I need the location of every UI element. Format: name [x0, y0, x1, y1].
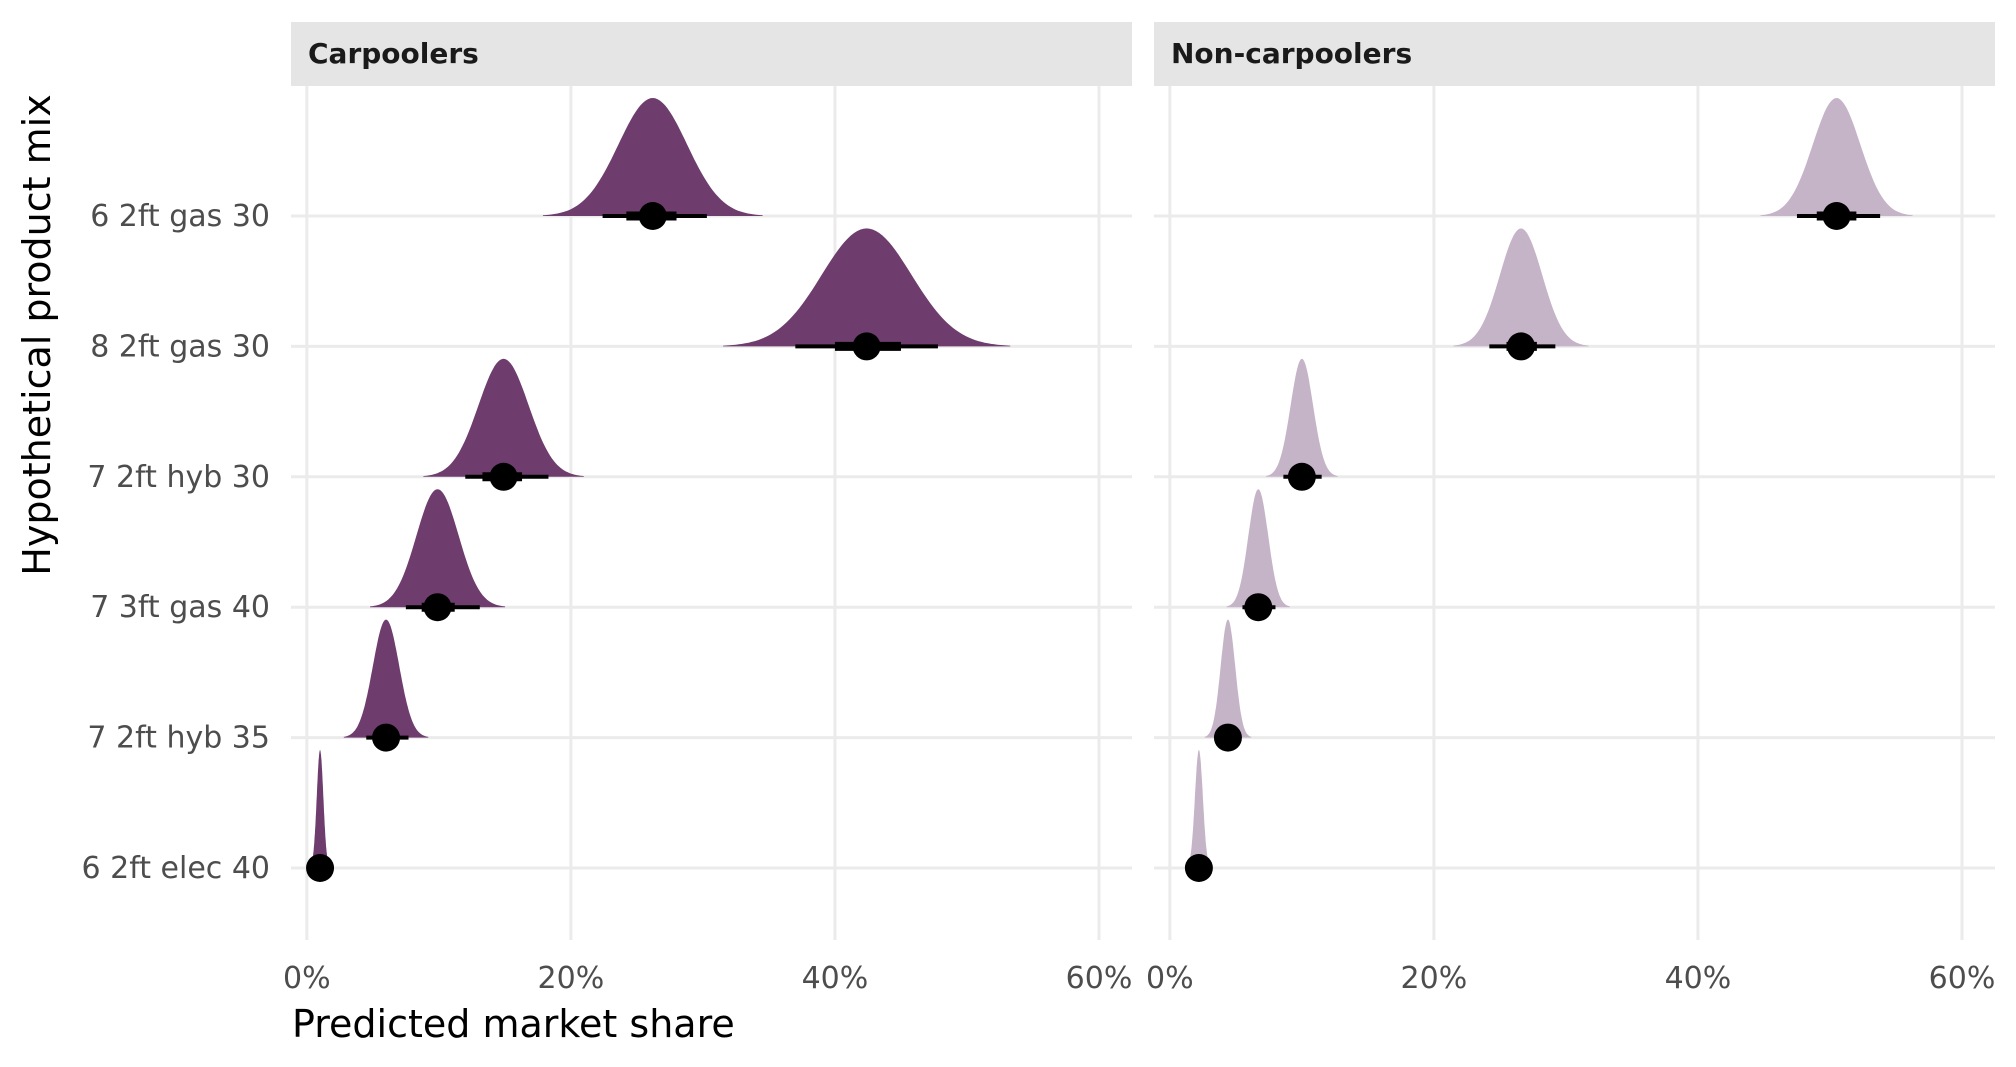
- strip-non-carpoolers: [1154, 22, 1995, 86]
- y-tick-label: 7 2ft hyb 30: [87, 460, 270, 495]
- density-6-2ft-gas-30: [542, 98, 763, 216]
- point-8-2ft-gas-30: [1507, 332, 1536, 361]
- density-7-2ft-hyb-35: [1204, 619, 1252, 738]
- panel-non-carpoolers: Non-carpoolers 0% 20% 40% 60%: [1146, 22, 1995, 996]
- point-7-3ft-gas-40: [423, 593, 452, 622]
- x-tick-label: 40%: [1665, 961, 1732, 996]
- y-axis-title: Hypothetical product mix: [15, 94, 59, 575]
- point-7-3ft-gas-40: [1244, 593, 1273, 622]
- density-6-2ft-elec-40: [309, 750, 331, 868]
- y-axis-tick-labels: 6 2ft gas 30 8 2ft gas 30 7 2ft hyb 30 7 3f…: [82, 199, 271, 886]
- strip-label-carpoolers: Carpoolers: [308, 37, 479, 70]
- point-6-2ft-gas-30: [1822, 202, 1851, 230]
- density-6-2ft-gas-30: [1760, 98, 1913, 216]
- x-axis-title: Predicted market share: [292, 1002, 735, 1046]
- density-6-2ft-elec-40: [1186, 750, 1212, 868]
- y-tick-label: 6 2ft gas 30: [90, 199, 270, 234]
- density-7-2ft-hyb-35: [343, 619, 429, 738]
- x-tick-label: 20%: [1401, 961, 1468, 996]
- density-8-2ft-gas-30: [723, 228, 1011, 347]
- density-7-2ft-hyb-30: [423, 358, 584, 477]
- point-7-2ft-hyb-30: [1287, 462, 1316, 491]
- y-tick-label: 7 3ft gas 40: [90, 590, 270, 625]
- strip-label-non-carpoolers: Non-carpoolers: [1171, 37, 1412, 70]
- x-tick-label: 20%: [538, 961, 605, 996]
- density-7-3ft-gas-40: [1226, 489, 1290, 608]
- x-tick-label: 0%: [283, 961, 331, 996]
- x-tick-label: 60%: [1066, 961, 1133, 996]
- point-7-2ft-hyb-35: [372, 723, 401, 752]
- y-tick-label: 6 2ft elec 40: [82, 851, 271, 886]
- point-7-2ft-hyb-35: [1213, 723, 1242, 752]
- point-8-2ft-gas-30: [852, 332, 881, 361]
- x-tick-label: 0%: [1146, 961, 1194, 996]
- y-tick-label: 8 2ft gas 30: [90, 329, 270, 364]
- y-tick-label: 7 2ft hyb 35: [87, 721, 270, 756]
- point-7-2ft-hyb-30: [489, 462, 518, 491]
- x-tick-label: 60%: [1929, 961, 1996, 996]
- panel-carpoolers: Carpoolers 0% 20% 40% 60%: [283, 22, 1132, 996]
- density-7-3ft-gas-40: [370, 489, 506, 608]
- point-6-2ft-elec-40: [1184, 854, 1213, 882]
- point-6-2ft-elec-40: [306, 854, 335, 882]
- x-tick-label: 40%: [802, 961, 869, 996]
- point-6-2ft-gas-30: [638, 202, 667, 230]
- strip-carpoolers: [291, 22, 1132, 86]
- density-7-2ft-hyb-30: [1266, 358, 1338, 477]
- density-8-2ft-gas-30: [1453, 228, 1589, 347]
